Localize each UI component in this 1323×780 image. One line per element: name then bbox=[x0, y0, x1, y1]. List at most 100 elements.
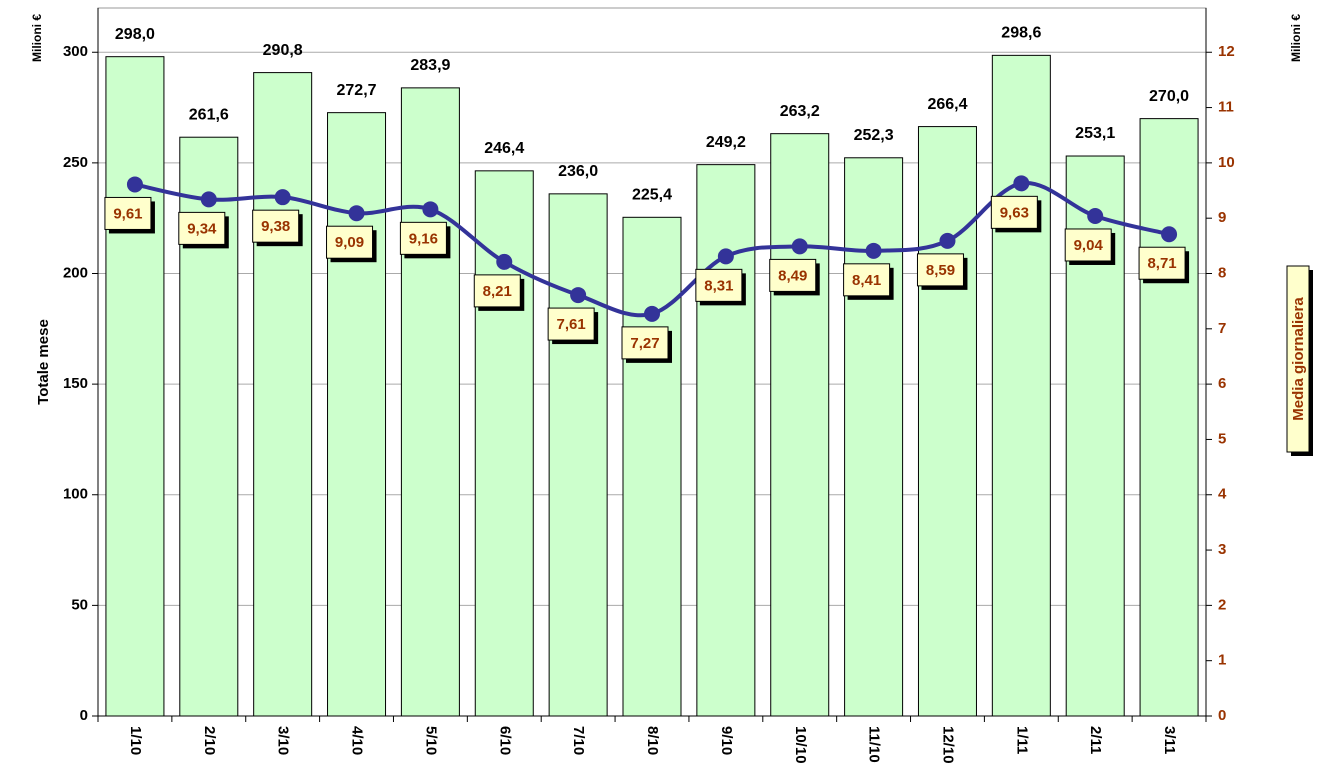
value-label-box bbox=[695, 268, 743, 302]
y2-tick-label: 12 bbox=[1218, 43, 1235, 60]
x-tick-label: 6/10 bbox=[496, 726, 513, 755]
bar-value-label: 253,1 bbox=[1075, 125, 1115, 142]
line-value-label: 8,21 bbox=[483, 283, 512, 300]
y2-tick-label: 9 bbox=[1218, 209, 1226, 226]
bar bbox=[1139, 118, 1199, 717]
line-value-label: 8,31 bbox=[704, 277, 733, 294]
x-tick-label: 5/10 bbox=[422, 726, 439, 755]
value-label-box bbox=[252, 209, 300, 243]
x-tick-label: 4/10 bbox=[349, 726, 366, 755]
line-value-label: 8,49 bbox=[778, 267, 807, 284]
y-tick-label: 300 bbox=[63, 43, 88, 60]
bar bbox=[253, 72, 313, 717]
line-marker bbox=[1013, 175, 1030, 192]
line-marker bbox=[274, 189, 291, 206]
bar bbox=[474, 170, 534, 717]
y2-unit: Milioni € bbox=[1289, 14, 1303, 62]
value-label-box bbox=[916, 253, 964, 287]
bar-value-label: 298,6 bbox=[1001, 25, 1041, 42]
line-marker bbox=[348, 205, 365, 222]
x-tick-label: 2/10 bbox=[201, 726, 218, 755]
value-label-box bbox=[104, 196, 152, 230]
value-label-box bbox=[1138, 246, 1186, 280]
x-tick-label: 7/10 bbox=[570, 726, 587, 755]
value-label-box bbox=[769, 258, 817, 292]
line-value-label: 9,04 bbox=[1074, 237, 1104, 254]
bar bbox=[696, 164, 756, 717]
bar-value-label: 249,2 bbox=[706, 134, 746, 151]
x-tick-label: 9/10 bbox=[718, 726, 735, 755]
y2-title-box bbox=[1286, 265, 1310, 453]
y2-axis-title: Media giornaliera bbox=[1290, 297, 1307, 421]
bar bbox=[548, 193, 608, 717]
bar bbox=[991, 54, 1051, 717]
line-marker bbox=[126, 176, 143, 193]
line-marker bbox=[570, 287, 587, 304]
y2-tick-label: 5 bbox=[1218, 430, 1226, 447]
line-value-label: 9,09 bbox=[335, 234, 364, 251]
line-marker bbox=[496, 253, 513, 270]
line-marker bbox=[717, 248, 734, 265]
value-label-box bbox=[326, 225, 374, 259]
x-tick-label: 1/11 bbox=[1013, 726, 1030, 754]
line-value-label: 7,27 bbox=[630, 335, 659, 352]
value-label-box bbox=[178, 211, 226, 245]
x-tick-label: 11/10 bbox=[866, 726, 883, 763]
bar-value-label: 283,9 bbox=[410, 57, 450, 74]
y2-tick-label: 2 bbox=[1218, 596, 1226, 613]
line-value-label: 8,59 bbox=[926, 262, 955, 279]
y2-tick-label: 11 bbox=[1218, 99, 1234, 116]
y-tick-label: 200 bbox=[63, 264, 88, 281]
y2-tick-label: 3 bbox=[1218, 541, 1226, 558]
bar bbox=[844, 157, 904, 717]
bar bbox=[622, 216, 682, 717]
value-label-box bbox=[399, 221, 447, 255]
value-label-box bbox=[473, 274, 521, 308]
line-value-label: 7,61 bbox=[557, 316, 586, 333]
bar bbox=[105, 56, 165, 717]
value-label-box bbox=[843, 263, 891, 297]
y2-tick-label: 1 bbox=[1218, 652, 1226, 669]
y2-tick-label: 10 bbox=[1218, 154, 1235, 171]
x-tick-label: 12/10 bbox=[939, 726, 956, 764]
line-marker bbox=[422, 201, 439, 218]
bar-value-label: 270,0 bbox=[1149, 88, 1189, 105]
x-tick-label: 10/10 bbox=[792, 726, 809, 764]
bar-value-label: 225,4 bbox=[632, 187, 672, 204]
bar-value-label: 252,3 bbox=[854, 127, 894, 144]
bar bbox=[917, 126, 977, 717]
line-marker bbox=[1087, 207, 1104, 224]
y2-tick-label: 4 bbox=[1218, 486, 1227, 503]
y2-tick-label: 7 bbox=[1218, 320, 1226, 337]
y-tick-label: 0 bbox=[80, 707, 88, 724]
line-value-label: 9,16 bbox=[409, 230, 438, 247]
bar-value-label: 272,7 bbox=[337, 82, 377, 99]
x-tick-label: 2/11 bbox=[1087, 726, 1104, 754]
value-label-box bbox=[990, 195, 1038, 229]
bar-value-label: 298,0 bbox=[115, 26, 155, 43]
line-value-label: 9,63 bbox=[1000, 204, 1029, 221]
x-tick-label: 8/10 bbox=[644, 726, 661, 755]
bar bbox=[770, 133, 830, 717]
line-value-label: 9,38 bbox=[261, 218, 290, 235]
x-tick-label: 1/10 bbox=[127, 726, 144, 755]
y2-tick-label: 8 bbox=[1218, 264, 1226, 281]
line-marker bbox=[200, 191, 217, 208]
bar-value-label: 261,6 bbox=[189, 106, 229, 123]
bar-value-label: 246,4 bbox=[484, 140, 524, 157]
bar-value-label: 266,4 bbox=[927, 96, 967, 113]
line-marker bbox=[791, 238, 808, 255]
line-value-label: 8,71 bbox=[1147, 255, 1176, 272]
value-label-box bbox=[1064, 228, 1112, 262]
line-value-label: 9,61 bbox=[113, 205, 142, 222]
bar bbox=[400, 87, 460, 717]
line-value-label: 9,34 bbox=[187, 220, 217, 237]
bar bbox=[327, 112, 387, 717]
y-tick-label: 100 bbox=[63, 486, 88, 503]
y-tick-label: 50 bbox=[71, 596, 88, 613]
x-tick-label: 3/10 bbox=[275, 726, 292, 755]
y-axis-title: Totale mese bbox=[35, 319, 52, 405]
value-label-box bbox=[547, 307, 595, 341]
line-value-label: 8,41 bbox=[852, 272, 881, 289]
